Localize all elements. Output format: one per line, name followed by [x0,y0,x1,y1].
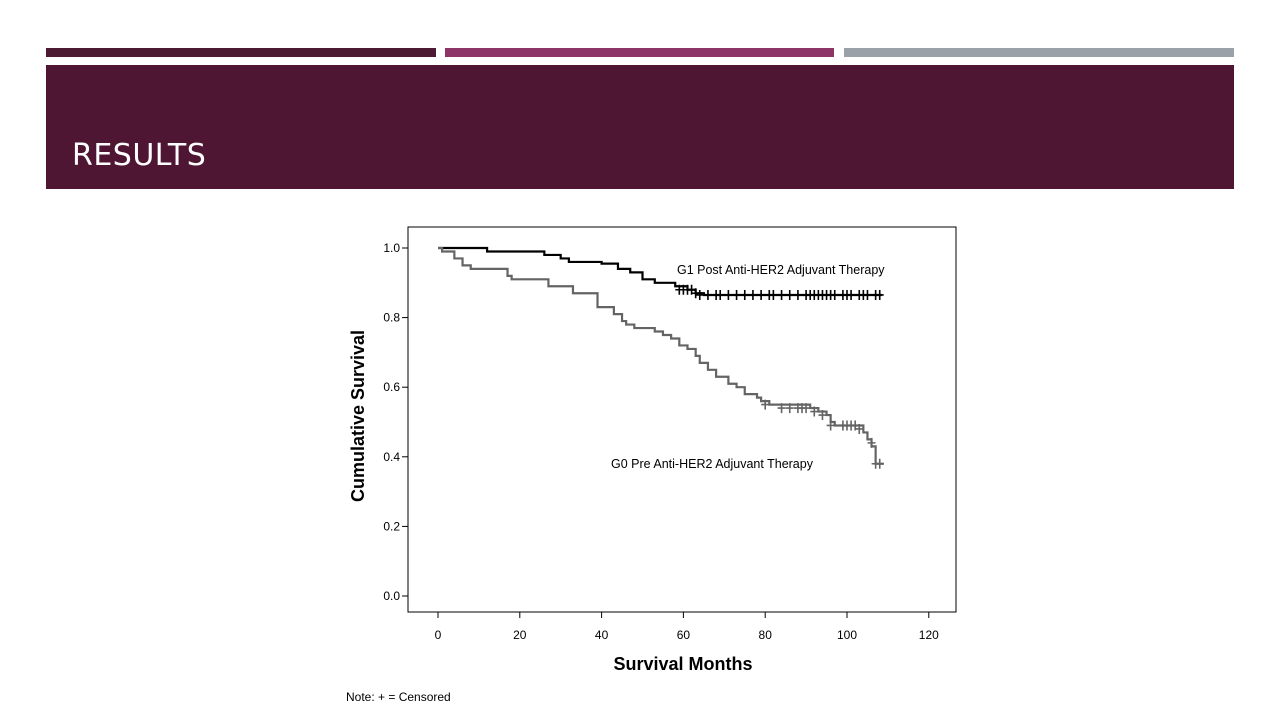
series-layer [438,246,884,469]
censored-note: Note: + = Censored [346,690,451,704]
x-axis: 0 20 40 60 80 100 120 [435,612,939,642]
censor-mark [830,289,839,300]
censor-mark [785,289,794,300]
y-tick-label: 0.0 [383,589,400,603]
x-tick-label: 0 [435,628,442,642]
censor-mark [769,289,778,300]
y-tick-label: 0.8 [383,311,400,325]
censor-mark [867,437,876,448]
censor-mark [761,399,770,410]
x-tick-label: 100 [837,628,857,642]
accent-bar-1 [46,48,436,57]
censor-mark [732,289,741,300]
accent-bar-2 [445,48,834,57]
censor-mark [826,420,835,431]
censor-mark [757,289,766,300]
censor-mark [847,289,856,300]
censor-mark [691,288,700,299]
censor-mark [703,289,712,300]
x-tick-label: 20 [513,628,527,642]
y-tick-label: 0.2 [383,519,400,533]
censor-mark [724,289,733,300]
y-axis: 0.0 0.2 0.4 0.6 0.8 1.0 [383,241,408,603]
censor-mark [851,420,860,431]
x-tick-label: 120 [919,628,939,642]
censor-mark [716,289,725,300]
censor-mark [777,403,786,414]
censor-mark [740,289,749,300]
plot-frame [407,226,957,613]
y-tick-label: 0.4 [383,450,400,464]
series-label-g1: G1 Post Anti-HER2 Adjuvant Therapy [677,263,885,277]
y-tick-label: 1.0 [383,241,400,255]
censor-mark [687,284,696,295]
series-label-g0: G0 Pre Anti-HER2 Adjuvant Therapy [611,457,814,471]
censor-mark [785,403,794,414]
censor-mark [695,289,704,300]
censor-mark [875,289,884,300]
censor-mark [810,406,819,417]
censor-mark [802,403,811,414]
censor-mark [875,458,884,469]
x-tick-label: 60 [677,628,691,642]
survival-chart: 0.0 0.2 0.4 0.6 0.8 1.0 0 20 40 60 80 100 120 Survi… [348,226,957,674]
censor-mark [818,410,827,421]
censor-mark [863,289,872,300]
censor-mark [748,289,757,300]
x-tick-label: 40 [595,628,609,642]
censor-mark [855,423,864,434]
x-tick-label: 80 [759,628,773,642]
series-line-g0 [438,246,884,465]
censor-mark [793,289,802,300]
slide-title: RESULTS [72,138,207,173]
accent-bar-3 [844,48,1234,57]
censor-mark [777,289,786,300]
title-band: RESULTS [46,65,1234,189]
y-axis-label: Cumulative Survival [348,330,368,502]
x-axis-label: Survival Months [613,654,752,674]
y-tick-label: 0.6 [383,380,400,394]
